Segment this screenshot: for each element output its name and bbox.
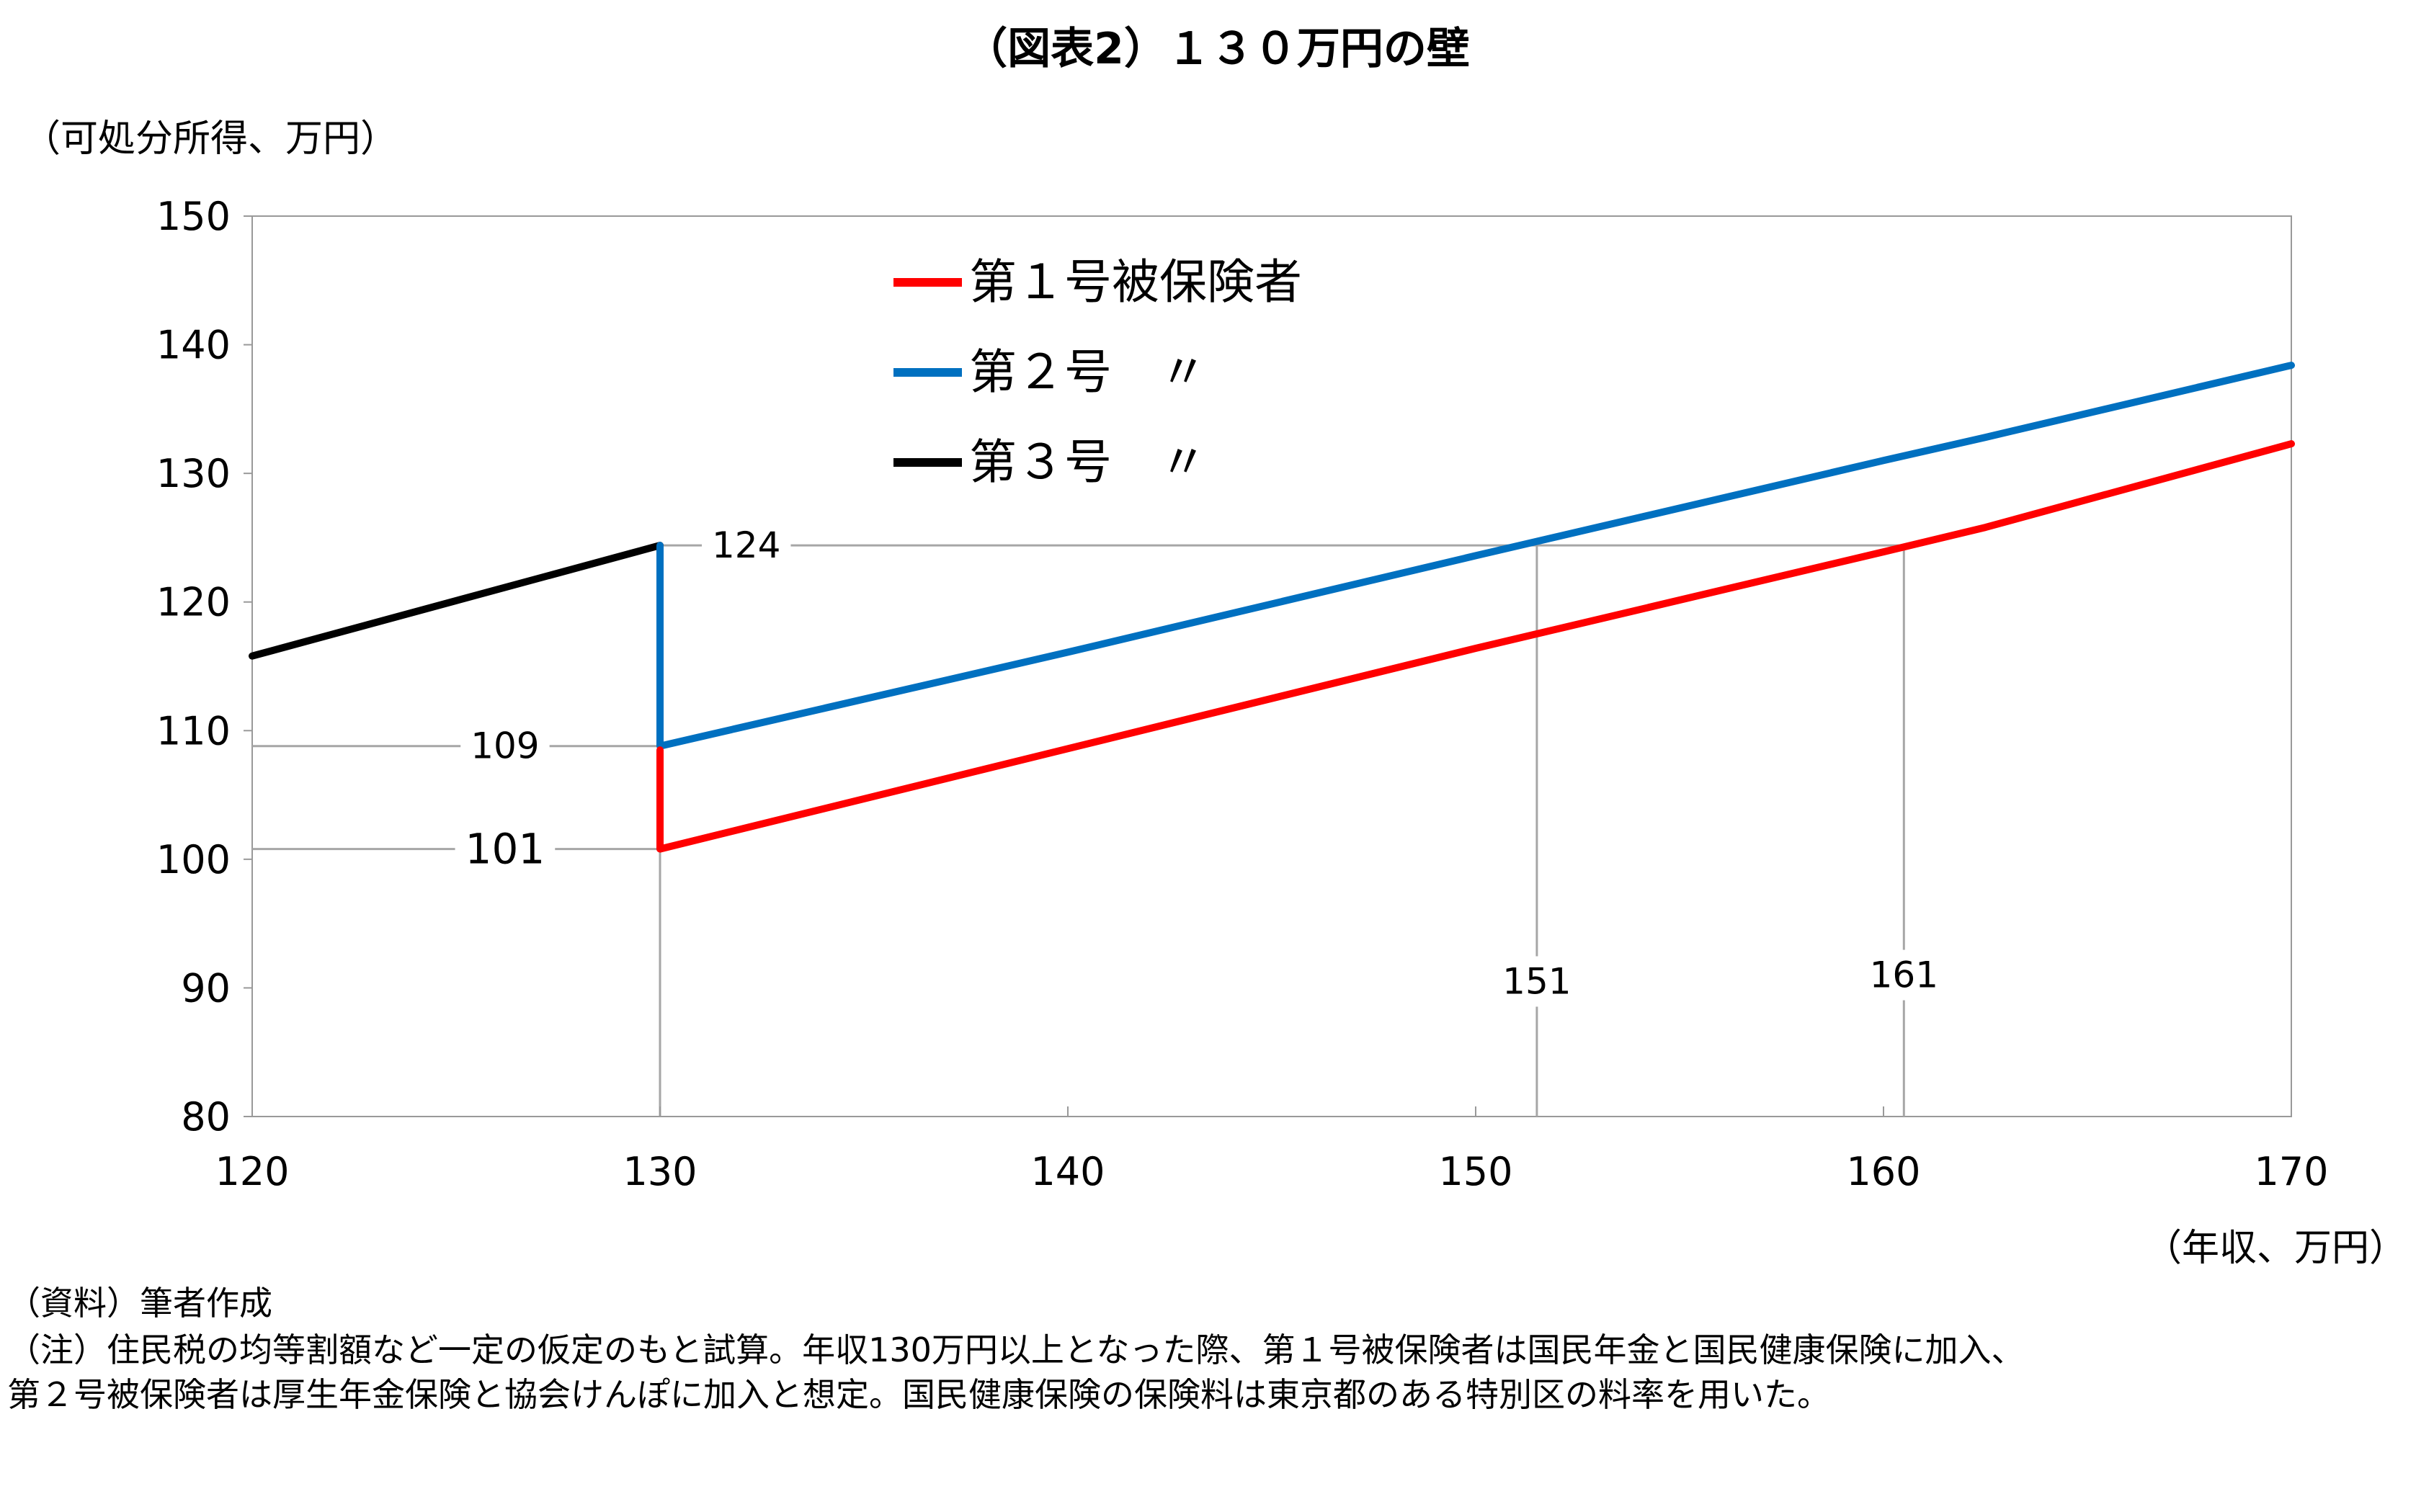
y-axis-title: （可処分所得、万円） <box>23 117 398 161</box>
x-tick-label-130: 130 <box>623 1149 697 1194</box>
y-tick-label-150: 150 <box>156 194 231 239</box>
x-axis-title: （年収、万円） <box>2144 1227 2407 1270</box>
x-axis-ticks: 120 130 140 150 160 170 <box>215 1106 2329 1194</box>
plot-area <box>251 215 2292 1117</box>
annotation-101: 101 <box>465 825 545 874</box>
series-layer <box>249 362 2295 853</box>
y-tick-label-110: 110 <box>156 708 231 753</box>
y-tick-label-90: 90 <box>181 965 231 1011</box>
annotation-151: 151 <box>1502 961 1571 1003</box>
note-line-2: 第２号被保険者は厚生年金保険と協会けんぽに加入と想定。国民健康保険の保険料は東京… <box>7 1375 1830 1414</box>
chart-title: （図表2）１３０万円の壁 <box>964 24 1470 74</box>
y-tick-label-80: 80 <box>181 1094 231 1140</box>
y-axis-ticks: 150 140 130 120 110 100 90 80 <box>156 194 252 1140</box>
series-line-3 <box>249 542 664 660</box>
annotation-bg-151 <box>1492 956 1582 1007</box>
series-line-2 <box>656 362 2295 750</box>
annotation-bg-101 <box>455 820 556 878</box>
reference-lines <box>252 544 1905 1117</box>
annotation-124: 124 <box>712 524 780 566</box>
legend: 第１号被保険者 第２号 〃 第３号 〃 <box>893 254 1302 490</box>
x-tick-label-120: 120 <box>215 1149 289 1194</box>
x-tick-label-170: 170 <box>2254 1149 2328 1194</box>
legend-label-series-2: 第２号 〃 <box>969 344 1207 400</box>
y-tick-label-130: 130 <box>156 451 231 496</box>
legend-label-series-3: 第３号 〃 <box>969 434 1207 490</box>
x-tick-label-140: 140 <box>1030 1149 1105 1194</box>
legend-label-series-1: 第１号被保険者 <box>969 254 1302 310</box>
y-tick-label-120: 120 <box>156 580 231 625</box>
x-tick-label-150: 150 <box>1438 1149 1512 1194</box>
annotation-bg-161 <box>1859 949 1949 1001</box>
annotation-bg-124 <box>702 520 791 571</box>
annotations: 124 109 101 151 161 <box>455 520 1949 1007</box>
y-tick-label-100: 100 <box>156 837 231 882</box>
annotation-109: 109 <box>471 725 539 767</box>
annotation-161: 161 <box>1870 954 1938 996</box>
note-line-1: （注）住民税の均等割額など一定の仮定のもと試算。年収130万円以上となった際、第… <box>7 1330 2025 1369</box>
x-tick-label-160: 160 <box>1846 1149 1920 1194</box>
annotation-bg-109 <box>460 720 550 771</box>
y-tick-label-140: 140 <box>156 323 231 368</box>
series-line-1 <box>656 440 2295 853</box>
source-note: （資料）筆者作成 <box>7 1284 272 1323</box>
